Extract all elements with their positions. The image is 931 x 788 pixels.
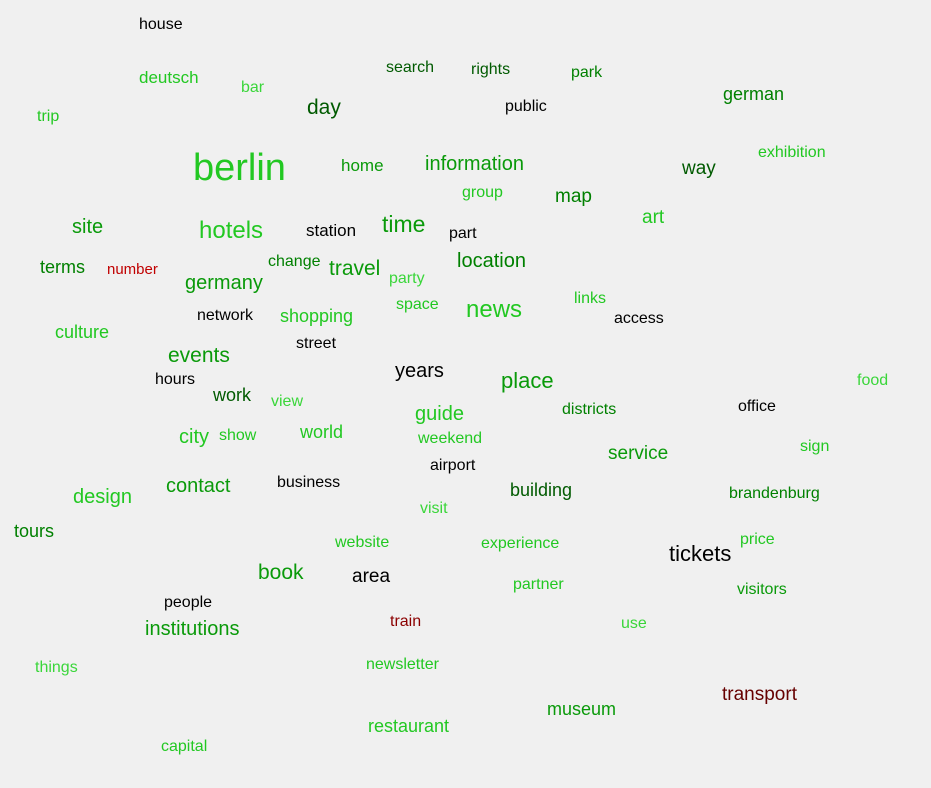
word-space: space xyxy=(396,296,439,313)
word-events: events xyxy=(168,344,230,367)
word-city: city xyxy=(179,426,209,448)
word-newsletter: newsletter xyxy=(366,656,439,673)
word-world: world xyxy=(300,422,344,442)
word-airport: airport xyxy=(430,457,476,474)
word-park: park xyxy=(571,64,603,81)
word-design: design xyxy=(73,486,132,508)
word-information: information xyxy=(425,153,524,175)
word-visitors: visitors xyxy=(737,581,787,598)
word-berlin: berlin xyxy=(193,147,286,189)
word-transport: transport xyxy=(722,684,797,705)
word-districts: districts xyxy=(562,401,617,418)
word-germany: germany xyxy=(185,272,263,294)
word-street: street xyxy=(296,335,337,352)
word-train: train xyxy=(390,613,422,630)
word-office: office xyxy=(738,398,776,415)
word-travel: travel xyxy=(329,257,381,280)
word-time: time xyxy=(382,211,426,237)
word-hours: hours xyxy=(155,371,196,388)
word-group: group xyxy=(462,184,503,201)
word-tours: tours xyxy=(14,521,55,541)
word-brandenburg: brandenburg xyxy=(729,485,820,502)
word-shopping: shopping xyxy=(280,306,354,326)
word-network: network xyxy=(197,307,254,324)
word-terms: terms xyxy=(40,257,85,277)
word-change: change xyxy=(268,253,321,270)
word-museum: museum xyxy=(547,699,617,719)
word-culture: culture xyxy=(55,322,110,342)
word-deutsch: deutsch xyxy=(139,68,199,87)
word-location: location xyxy=(457,250,526,272)
word-hotels: hotels xyxy=(199,217,264,244)
word-station: station xyxy=(306,221,357,240)
word-map: map xyxy=(555,186,592,207)
word-news: news xyxy=(466,296,523,323)
word-weekend: weekend xyxy=(418,430,483,447)
word-rights: rights xyxy=(471,61,511,78)
word-party: party xyxy=(389,270,425,287)
word-access: access xyxy=(614,310,664,327)
word-institutions: institutions xyxy=(145,618,240,640)
word-way: way xyxy=(682,158,716,179)
word-website: website xyxy=(335,534,390,551)
word-experience: experience xyxy=(481,535,560,552)
word-house: house xyxy=(139,16,183,33)
word-search: search xyxy=(386,59,435,76)
word-day: day xyxy=(307,96,341,119)
word-restaurant: restaurant xyxy=(368,716,450,736)
word-show: show xyxy=(219,427,257,444)
word-years: years xyxy=(395,360,444,382)
word-food: food xyxy=(857,372,889,389)
word-art: art xyxy=(642,207,665,228)
word-book: book xyxy=(258,561,304,584)
word-site: site xyxy=(72,216,104,238)
word-number: number xyxy=(107,261,158,278)
word-things: things xyxy=(35,659,78,676)
word-view: view xyxy=(271,393,304,410)
word-part: part xyxy=(449,225,477,242)
word-home: home xyxy=(341,156,384,175)
word-public: public xyxy=(505,98,547,115)
word-trip: trip xyxy=(37,108,60,125)
word-capital: capital xyxy=(161,738,208,755)
word-tickets: tickets xyxy=(669,541,732,566)
word-people: people xyxy=(164,594,213,611)
word-links: links xyxy=(574,290,607,307)
word-sign: sign xyxy=(800,438,830,455)
word-business: business xyxy=(277,474,341,491)
word-price: price xyxy=(740,531,775,548)
word-german: german xyxy=(723,84,785,104)
word-use: use xyxy=(621,615,647,632)
word-guide: guide xyxy=(415,403,464,425)
word-bar: bar xyxy=(241,79,265,96)
word-partner: partner xyxy=(513,576,564,593)
word-building: building xyxy=(510,480,573,500)
word-visit: visit xyxy=(420,500,448,517)
word-area: area xyxy=(352,566,391,587)
word-service: service xyxy=(608,443,669,464)
word-exhibition: exhibition xyxy=(758,144,826,161)
word-work: work xyxy=(213,385,252,405)
word-contact: contact xyxy=(166,475,231,497)
word-place: place xyxy=(501,368,554,393)
